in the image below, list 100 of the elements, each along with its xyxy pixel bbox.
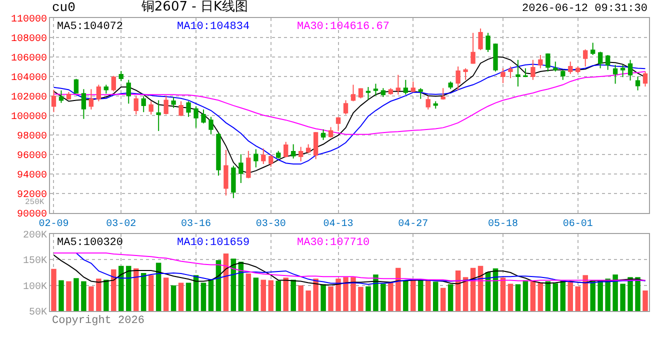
candlestick <box>598 51 603 69</box>
candlestick <box>433 100 438 110</box>
text: MA30:107710 <box>297 237 370 249</box>
candlestick <box>635 76 640 91</box>
candlestick <box>576 66 580 74</box>
candlestick <box>612 64 618 84</box>
candlestick <box>350 84 356 102</box>
text: 2026-06-12 09:31:30 <box>522 3 648 15</box>
candlestick <box>590 42 596 56</box>
text: MA30:104616.67 <box>297 21 390 33</box>
candlestick <box>208 116 214 135</box>
line-series <box>53 71 646 135</box>
candlestick <box>493 42 498 72</box>
candlestick <box>410 80 416 93</box>
candlestick <box>254 148 258 168</box>
candlestick <box>126 79 131 104</box>
x-tick-label: 03-16 <box>181 219 212 230</box>
candlestick <box>440 88 446 100</box>
candlestick <box>58 90 64 104</box>
candlestick <box>81 88 86 120</box>
candlestick <box>605 54 610 70</box>
y-tick-label: 98000 <box>16 132 47 142</box>
candlestick <box>642 71 648 87</box>
candlestick <box>96 84 101 102</box>
text: MA5:104072 <box>57 21 124 33</box>
y-tick-label: 108000 <box>10 34 47 45</box>
x-tick-label: 05-18 <box>488 219 518 230</box>
candlestick <box>620 64 626 78</box>
candlestick <box>508 66 513 79</box>
candlestick <box>546 52 550 72</box>
candlestick <box>560 69 566 80</box>
candlestick <box>463 68 468 80</box>
candlestick <box>320 128 326 140</box>
candlestick <box>171 96 176 108</box>
candlestick <box>111 75 116 92</box>
text: Copyright 2026 <box>52 315 144 327</box>
candlestick <box>291 144 296 159</box>
series-label: MA5:100320 <box>57 237 124 249</box>
candlestick <box>238 154 244 184</box>
y-tick-label: 90000 <box>16 210 47 220</box>
x-tick-label: 02-09 <box>38 219 69 230</box>
candlestick <box>88 88 94 110</box>
candlestick <box>523 68 528 78</box>
candlestick <box>418 88 423 100</box>
candlestick <box>186 100 191 118</box>
text: cu0 <box>52 0 76 15</box>
candlestick <box>478 28 483 51</box>
candlestick <box>396 74 400 96</box>
x-tick-label: 03-30 <box>256 219 286 230</box>
candlestick <box>141 96 146 113</box>
candlestick <box>553 61 558 72</box>
candlestick <box>343 100 348 116</box>
text: 250K <box>25 198 44 207</box>
candlestick <box>373 83 378 96</box>
candlestick <box>66 92 72 100</box>
y-tick-label: 200K <box>22 230 47 242</box>
candlestick <box>456 66 460 91</box>
candlestick <box>538 54 543 69</box>
candlestick <box>246 150 251 179</box>
candlestick <box>448 80 453 90</box>
y-tick-label: 110000 <box>10 14 47 26</box>
y-tick-label: 100000 <box>10 112 47 123</box>
y-tick-label: 94000 <box>16 170 47 182</box>
candlestick <box>156 100 161 132</box>
y-tick-label: 104000 <box>10 73 47 84</box>
x-tick-label: 04-13 <box>323 219 354 230</box>
candlestick <box>51 89 56 113</box>
candlestick <box>403 79 408 96</box>
x-tick-label: 03-02 <box>106 219 136 230</box>
candlestick <box>500 68 506 84</box>
candlestick <box>201 109 206 124</box>
candlestick <box>568 61 573 74</box>
text: MA10:101659 <box>177 237 250 249</box>
candlestick <box>261 148 266 165</box>
candlestick <box>231 165 236 199</box>
candlestick <box>470 32 476 64</box>
x-tick-label: 04-27 <box>398 219 428 230</box>
text: MA10:104834 <box>177 21 250 33</box>
candlestick <box>104 84 108 94</box>
candlestick <box>268 154 274 168</box>
y-tick-label: 102000 <box>10 92 47 104</box>
y-tick-label: 100K <box>22 282 47 293</box>
candlestick <box>134 96 138 116</box>
candlestick <box>328 126 334 138</box>
candlestick <box>74 78 79 94</box>
candlestick <box>628 59 633 81</box>
candlestick <box>194 106 198 128</box>
candlestick <box>224 149 228 196</box>
candlestick <box>306 144 311 154</box>
candlestick <box>313 131 318 160</box>
candlestick <box>298 146 304 162</box>
candlestick <box>380 88 386 98</box>
y-tick-label: 106000 <box>10 54 47 64</box>
y-tick-label: 150K <box>22 256 47 268</box>
candlestick <box>284 141 288 158</box>
candlestick <box>366 86 371 100</box>
candlestick <box>164 96 168 116</box>
y-tick-label: 96000 <box>16 151 47 162</box>
candlestick <box>148 100 154 116</box>
candlestick <box>583 48 588 68</box>
